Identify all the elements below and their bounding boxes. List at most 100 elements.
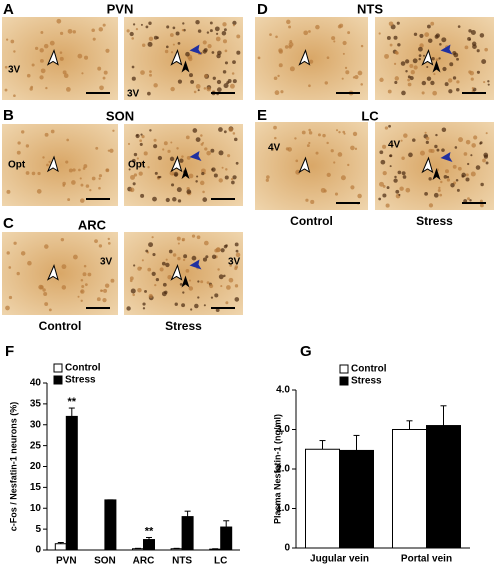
cell (235, 249, 239, 253)
cell (61, 285, 67, 290)
cell (201, 171, 205, 176)
cell (487, 83, 490, 86)
cell (295, 159, 299, 163)
cell (91, 176, 96, 181)
cell (436, 148, 440, 152)
legend-swatch (53, 375, 63, 385)
cell (60, 237, 65, 242)
cell (357, 70, 363, 76)
panel-letter: D (257, 1, 268, 18)
cell (441, 37, 447, 43)
cell (426, 76, 432, 81)
cell (442, 66, 447, 72)
cell (229, 83, 235, 89)
cell (133, 264, 136, 267)
cell (195, 19, 200, 25)
cell (176, 187, 182, 193)
cell (320, 187, 326, 193)
cell (360, 83, 363, 86)
cell (385, 203, 390, 208)
cell (128, 168, 131, 171)
cell (476, 70, 480, 74)
cell (457, 166, 462, 171)
cell (441, 127, 447, 132)
cell (131, 65, 135, 69)
cell (456, 80, 460, 84)
cell (72, 168, 76, 172)
cell (182, 291, 185, 294)
cell (145, 25, 149, 29)
cell (274, 136, 277, 140)
y-tick-label: 10 (30, 503, 42, 514)
cell (426, 24, 431, 29)
cell (202, 141, 205, 144)
cell (40, 30, 44, 34)
cell (80, 183, 84, 187)
cell (350, 145, 355, 151)
cell (213, 173, 218, 178)
cell (483, 81, 486, 84)
cell (84, 283, 88, 287)
cell (468, 38, 471, 41)
cell (149, 129, 152, 132)
cell (13, 241, 17, 245)
cell (147, 91, 151, 96)
legend-swatch (339, 364, 349, 374)
cell (131, 37, 135, 40)
cell (221, 166, 224, 169)
cell (226, 81, 230, 85)
cell (288, 25, 292, 29)
micrograph (2, 232, 118, 315)
significance: ** (145, 525, 154, 537)
cell (334, 192, 339, 196)
cell (25, 171, 30, 175)
cell (380, 159, 386, 165)
cell (169, 170, 175, 176)
cell (455, 178, 459, 182)
cell (397, 43, 401, 47)
cell (98, 177, 101, 180)
cell (424, 191, 428, 196)
cell (419, 150, 425, 156)
cell (444, 82, 449, 87)
cell (30, 85, 34, 89)
cell (215, 308, 220, 313)
cell (443, 174, 448, 179)
cell (222, 70, 227, 74)
cell (186, 189, 192, 195)
x-tick-label: SON (94, 556, 116, 567)
cell (197, 89, 200, 92)
cell (112, 129, 115, 132)
cell (402, 175, 407, 179)
cell (153, 138, 157, 142)
cell (185, 268, 190, 273)
cell (315, 151, 319, 155)
cell (195, 180, 198, 183)
cell (378, 197, 382, 201)
cell (129, 31, 134, 37)
arrowhead (421, 156, 434, 174)
cell (190, 79, 195, 84)
cell (271, 148, 275, 151)
cell (389, 43, 393, 47)
cell (192, 128, 198, 133)
cell (218, 127, 223, 132)
cell (59, 31, 64, 36)
cell (85, 184, 90, 188)
cell (229, 264, 232, 267)
cell (139, 139, 143, 143)
cell (400, 61, 406, 66)
cell (203, 240, 209, 246)
cell (206, 281, 210, 285)
cell (131, 76, 136, 81)
cell (452, 164, 457, 169)
cell (144, 289, 148, 293)
cell (209, 29, 213, 33)
cell (177, 256, 181, 261)
cell (223, 244, 228, 249)
cell (409, 64, 414, 69)
cell (234, 297, 240, 302)
cell (129, 276, 134, 281)
panel-letter: G (300, 343, 312, 360)
cell (62, 70, 67, 75)
